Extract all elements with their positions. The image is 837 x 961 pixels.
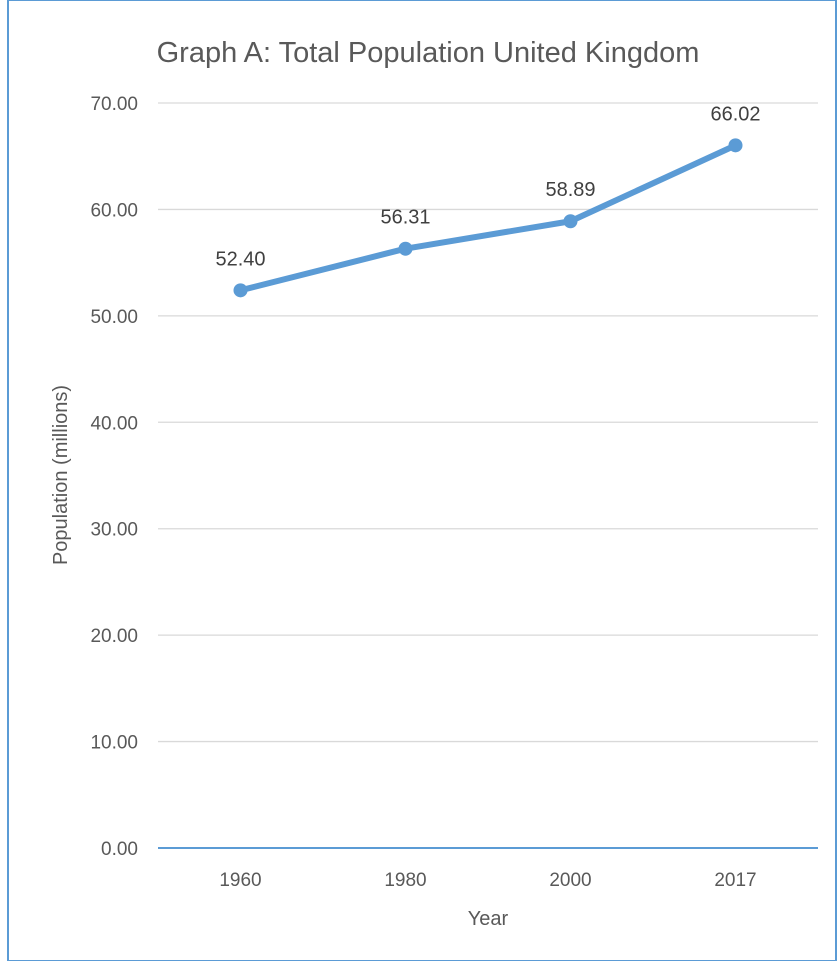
data-point (233, 283, 248, 298)
x-tick-label: 2000 (549, 870, 591, 891)
data-point (728, 138, 743, 153)
data-label: 52.40 (215, 248, 265, 270)
series-line-layer (233, 138, 743, 298)
data-label: 66.02 (710, 103, 760, 125)
x-axis-ticks: 1960 1980 2000 2017 (219, 870, 756, 891)
data-point (563, 214, 578, 229)
x-axis-title: Year (468, 908, 509, 930)
series-line (237, 142, 739, 294)
x-tick-label: 1980 (384, 870, 426, 891)
y-tick-label: 0.00 (101, 839, 138, 860)
y-axis-ticks: 0.00 10.00 20.00 30.00 40.00 50.00 60.00 70.00 (90, 94, 138, 860)
data-label: 56.31 (380, 207, 430, 229)
y-tick-label: 40.00 (90, 413, 138, 434)
y-tick-label: 50.00 (90, 307, 138, 328)
y-tick-label: 10.00 (90, 733, 138, 754)
chart-title: Graph A: Total Population United Kingdom (157, 37, 700, 69)
x-tick-label: 1960 (219, 870, 261, 891)
y-tick-label: 30.00 (90, 520, 138, 541)
y-axis-title: Population (millions) (50, 385, 72, 565)
data-point (398, 241, 413, 256)
data-label: 58.89 (545, 179, 595, 201)
y-tick-label: 70.00 (90, 94, 138, 115)
y-tick-label: 60.00 (90, 200, 138, 221)
chart-border (7, 0, 837, 961)
data-labels: 52.40 56.31 58.89 66.02 (215, 103, 760, 270)
gridlines (158, 102, 818, 849)
y-tick-label: 20.00 (90, 626, 138, 647)
x-tick-label: 2017 (714, 870, 756, 891)
